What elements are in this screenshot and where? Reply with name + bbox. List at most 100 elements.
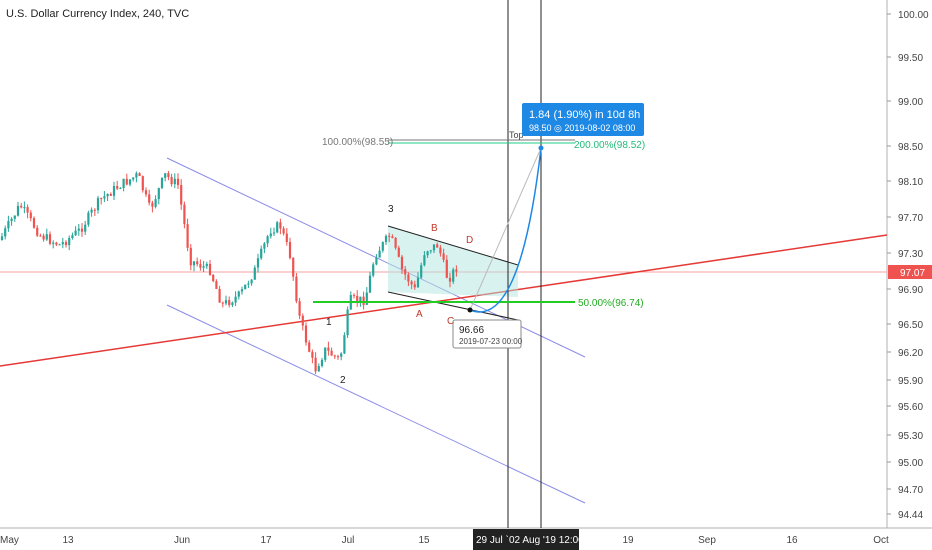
candle-body bbox=[96, 198, 100, 211]
channel-lower-line bbox=[166, 304, 586, 504]
candle-body bbox=[442, 253, 445, 260]
x-tick-label: May bbox=[0, 535, 19, 546]
candle-body bbox=[90, 209, 93, 213]
candle-body bbox=[221, 302, 224, 304]
candle-body bbox=[237, 291, 240, 297]
candle-body bbox=[256, 258, 260, 268]
candle-body bbox=[58, 244, 61, 246]
candle-body bbox=[276, 222, 279, 233]
wave-label-2: 2 bbox=[340, 375, 346, 386]
candle-body bbox=[388, 235, 391, 237]
candle-body bbox=[77, 228, 80, 231]
candle-body bbox=[343, 335, 346, 354]
candle-body bbox=[384, 235, 388, 243]
candle-body bbox=[32, 218, 36, 228]
candle-body bbox=[199, 264, 202, 268]
candle-body bbox=[420, 265, 423, 278]
candle-body bbox=[285, 233, 288, 242]
candle-body bbox=[13, 215, 16, 219]
candle-body bbox=[330, 350, 333, 356]
fib-100-label: 100.00%(98.55) bbox=[322, 137, 393, 148]
wave-label-c: C bbox=[447, 316, 454, 327]
price-axis: 100.00 99.50 99.00 98.50 98.10 97.70 97.30 96.9… bbox=[887, 10, 929, 521]
candle-body bbox=[132, 177, 135, 180]
candle-body bbox=[439, 247, 442, 254]
y-tick-label: 97.30 bbox=[898, 249, 923, 260]
candle-body bbox=[170, 177, 173, 185]
last-price-tag bbox=[888, 265, 932, 279]
candle-body bbox=[320, 359, 324, 367]
y-tick-label: 95.60 bbox=[898, 402, 923, 413]
x-tick-label: 19 bbox=[622, 535, 634, 546]
candle-body bbox=[112, 186, 116, 196]
candle-body bbox=[352, 295, 356, 297]
time-axis: May 13 Jun 17 Jul 15 19 Sep 16 Oct bbox=[0, 535, 889, 546]
candle-body bbox=[282, 228, 285, 234]
candle-body bbox=[295, 276, 298, 302]
candle-body bbox=[250, 279, 253, 284]
candle-body bbox=[10, 218, 13, 222]
candle-body bbox=[141, 176, 144, 191]
candle-body bbox=[205, 263, 208, 267]
candle-body bbox=[173, 178, 176, 185]
wave-label-a: A bbox=[416, 309, 423, 320]
candle-body bbox=[279, 222, 282, 229]
candle-body bbox=[397, 247, 400, 257]
candle-body bbox=[55, 242, 58, 245]
low-point-value: 96.66 bbox=[459, 325, 484, 336]
candle-body bbox=[119, 188, 122, 190]
candle-body bbox=[164, 173, 167, 178]
candle-body bbox=[244, 284, 247, 290]
time-highlight-right: 02 Aug '19 12:00 bbox=[509, 535, 584, 546]
candle-body bbox=[160, 177, 164, 189]
candle-body bbox=[324, 347, 327, 360]
candle-body bbox=[436, 244, 439, 248]
candle-body bbox=[429, 250, 432, 252]
candle-body bbox=[372, 264, 375, 276]
candle-body bbox=[87, 212, 90, 225]
candle-body bbox=[400, 256, 404, 270]
candle-body bbox=[45, 234, 48, 240]
x-tick-label: Jul bbox=[342, 535, 355, 546]
candle-body bbox=[167, 173, 170, 178]
candle-body bbox=[42, 235, 45, 240]
candle-body bbox=[212, 274, 215, 282]
candle-body bbox=[391, 236, 394, 238]
candle-body bbox=[128, 179, 132, 185]
projection-line2: 98.50 ◎ 2019-08-02 08:00 bbox=[529, 123, 635, 133]
candle-body bbox=[208, 263, 212, 275]
candle-body bbox=[26, 207, 29, 213]
candle-body bbox=[333, 355, 336, 357]
wave-label-b: B bbox=[431, 223, 438, 234]
candle-body bbox=[135, 173, 138, 178]
candle-body bbox=[288, 241, 292, 258]
candle-body bbox=[410, 281, 413, 285]
candle-body bbox=[64, 242, 68, 246]
candle-body bbox=[16, 205, 20, 216]
candle-body bbox=[100, 198, 103, 200]
wave-label-3: 3 bbox=[388, 204, 394, 215]
candle-body bbox=[292, 257, 295, 277]
y-tick-label: 96.90 bbox=[898, 285, 923, 296]
candle-body bbox=[103, 196, 106, 199]
candle-body bbox=[202, 266, 205, 268]
candle-body bbox=[176, 178, 180, 185]
candle-body bbox=[340, 353, 343, 357]
candle-body bbox=[61, 242, 64, 245]
x-tick-label: 13 bbox=[62, 535, 74, 546]
candle-body bbox=[218, 288, 221, 303]
candle-body bbox=[196, 261, 199, 265]
candle-body bbox=[48, 234, 52, 244]
fib-50-label: 50.00%(96.74) bbox=[578, 298, 644, 309]
low-point-date: 2019-07-23 00:00 bbox=[459, 337, 523, 346]
candle-body bbox=[404, 269, 407, 275]
candle-body bbox=[29, 212, 32, 219]
candle-body bbox=[308, 342, 311, 352]
y-tick-label: 95.90 bbox=[898, 376, 923, 387]
candle-body bbox=[426, 251, 429, 256]
candle-body bbox=[362, 296, 365, 305]
candle-body bbox=[260, 248, 263, 259]
candle-body bbox=[407, 274, 410, 282]
candle-body bbox=[269, 233, 272, 237]
